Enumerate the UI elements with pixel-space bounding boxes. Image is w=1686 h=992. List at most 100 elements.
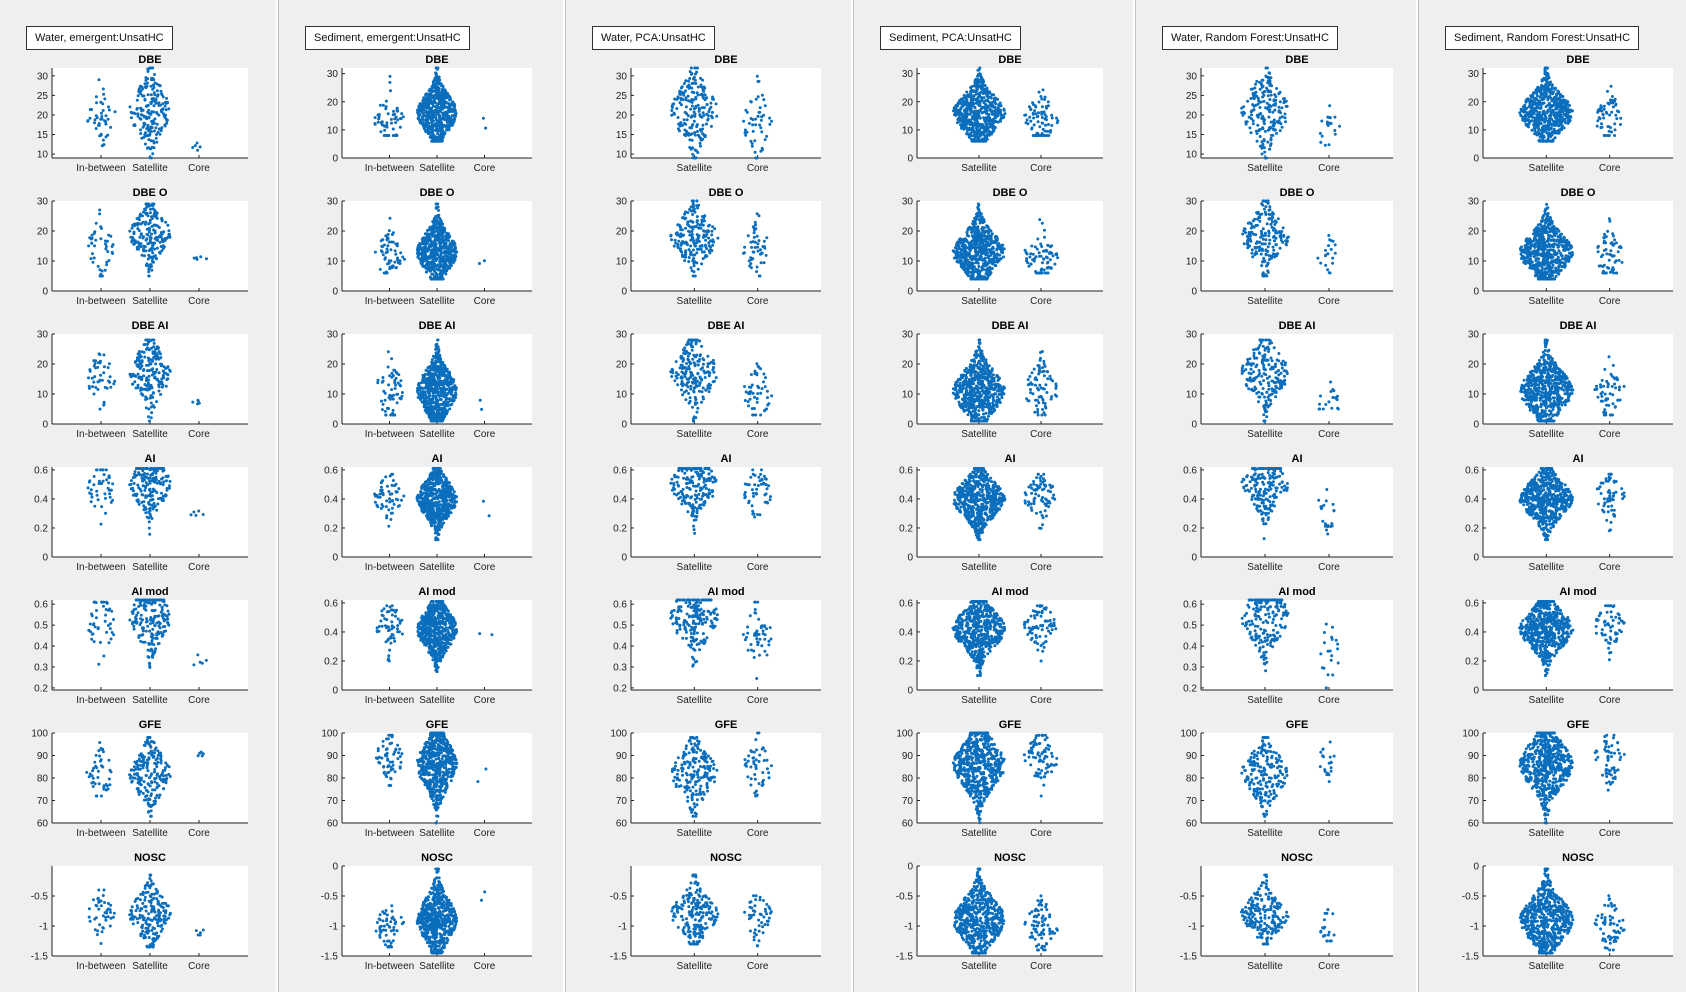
data-point — [149, 362, 153, 366]
x-tick-label: Core — [188, 163, 210, 174]
data-point — [431, 272, 435, 276]
data-point — [423, 128, 427, 132]
data-point — [386, 112, 390, 116]
data-point — [137, 352, 141, 356]
data-point — [147, 116, 151, 120]
data-point — [189, 513, 193, 517]
data-point — [142, 780, 146, 784]
data-point — [109, 637, 113, 641]
data-point — [434, 225, 437, 229]
data-point — [390, 620, 394, 624]
data-point — [143, 743, 147, 747]
data-point — [132, 776, 135, 780]
data-point — [138, 623, 142, 627]
data-point — [146, 926, 150, 930]
data-point — [143, 598, 147, 602]
data-point — [454, 396, 458, 399]
y-tick-label: -1 — [39, 922, 48, 933]
data-point — [146, 472, 149, 476]
data-point — [403, 257, 406, 261]
data-point — [418, 495, 422, 499]
data-point — [437, 383, 441, 387]
data-point — [151, 598, 155, 602]
data-point — [107, 108, 111, 112]
data-point — [444, 489, 448, 493]
data-point — [112, 911, 116, 915]
data-point — [435, 380, 439, 384]
data-point — [447, 265, 451, 268]
data-point — [392, 368, 396, 372]
x-tick-label: Satellite — [132, 163, 168, 174]
data-point — [454, 254, 458, 258]
data-point — [431, 258, 435, 262]
data-point — [422, 111, 425, 115]
x-tick-label: In-between — [76, 429, 125, 440]
data-point — [88, 622, 92, 626]
data-point — [152, 86, 156, 89]
data-point — [149, 745, 153, 749]
data-point — [134, 909, 138, 913]
data-point — [436, 94, 440, 98]
data-point — [148, 396, 152, 400]
data-point — [155, 914, 159, 918]
data-point — [424, 368, 428, 372]
data-point — [375, 503, 379, 507]
data-point — [98, 268, 102, 272]
data-point — [147, 267, 151, 271]
data-point — [449, 499, 453, 503]
data-point — [152, 129, 156, 133]
data-point — [94, 221, 98, 225]
data-point — [416, 246, 420, 249]
data-point — [192, 510, 196, 514]
data-point — [444, 105, 448, 109]
y-tick-label: 30 — [37, 197, 49, 208]
data-point — [128, 913, 132, 917]
data-point — [439, 82, 443, 86]
data-point — [157, 751, 161, 755]
data-point — [149, 740, 153, 744]
data-point — [139, 613, 143, 617]
x-tick-label: In-between — [365, 163, 414, 174]
data-point — [398, 125, 402, 129]
data-point — [154, 647, 157, 651]
data-point — [107, 105, 110, 109]
subplot-title: DBE AI — [419, 320, 456, 332]
data-point — [426, 377, 429, 380]
data-point — [152, 110, 156, 114]
data-point — [132, 111, 136, 115]
data-point — [160, 477, 163, 481]
y-tick-label: 0.3 — [34, 662, 48, 673]
data-point — [419, 491, 423, 495]
data-point — [147, 810, 150, 814]
data-point — [149, 749, 153, 753]
data-point — [99, 904, 103, 908]
data-point — [165, 121, 169, 125]
data-point — [437, 208, 440, 212]
data-point — [105, 260, 109, 264]
data-point — [388, 74, 392, 78]
data-point — [132, 624, 136, 628]
data-point — [100, 600, 104, 604]
data-point — [132, 765, 136, 769]
data-point — [159, 598, 163, 602]
x-tick-label: Core — [474, 562, 496, 573]
data-point — [432, 387, 436, 391]
data-point — [135, 107, 139, 111]
data-point — [428, 127, 432, 131]
y-tick-label: 20 — [327, 97, 339, 108]
data-point — [142, 115, 146, 119]
data-point — [430, 358, 434, 362]
data-point — [136, 227, 140, 231]
data-point — [383, 617, 387, 621]
data-point — [431, 419, 435, 423]
x-tick-label: In-between — [76, 828, 125, 839]
data-point — [167, 486, 171, 490]
data-point — [167, 107, 171, 111]
data-point — [104, 511, 107, 515]
data-point — [156, 130, 160, 134]
data-point — [452, 107, 456, 111]
data-point — [90, 241, 94, 245]
x-tick-label: In-between — [365, 695, 414, 706]
data-point — [160, 895, 164, 899]
data-point — [419, 397, 423, 401]
